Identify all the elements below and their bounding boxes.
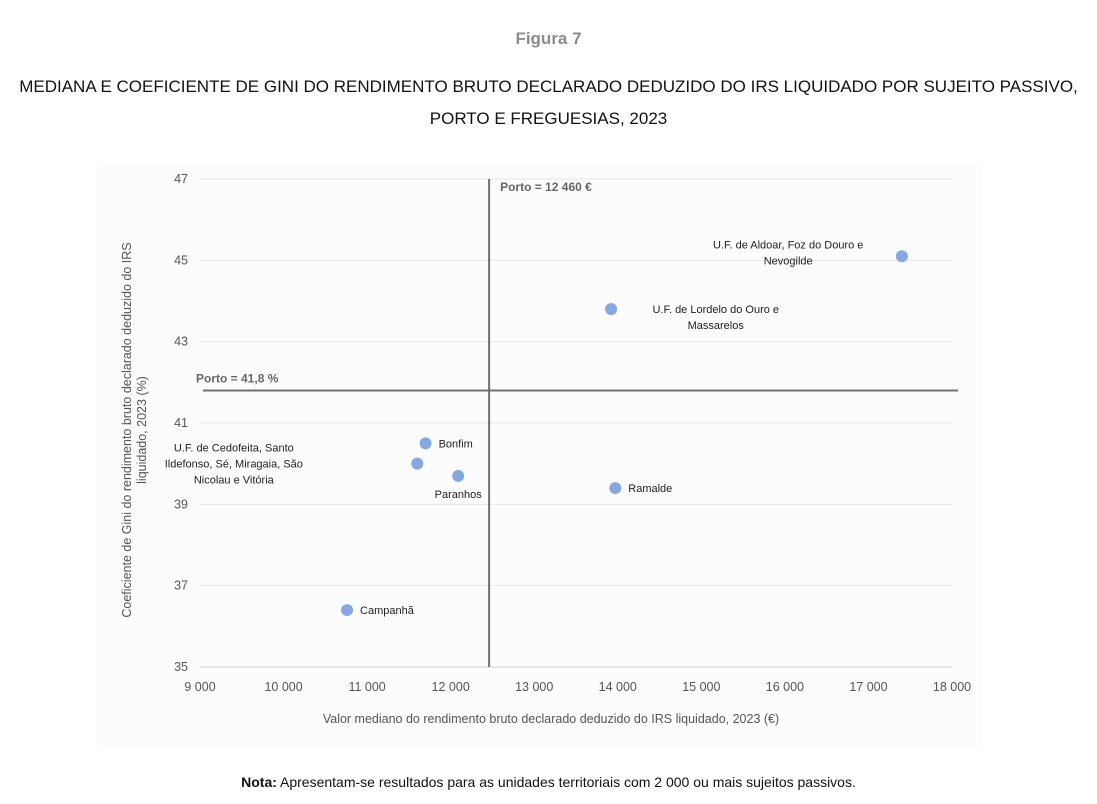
data-point-label-line: Campanhã bbox=[360, 605, 415, 617]
x-tick-label: 9 000 bbox=[184, 680, 215, 694]
data-point bbox=[609, 482, 622, 495]
data-point-label-line: U.F. de Aldoar, Foz do Douro e bbox=[713, 239, 863, 251]
chart-title-line-1: MEDIANA E COEFICIENTE DE GINI DO RENDIME… bbox=[19, 77, 1078, 96]
data-point-label-line: Ramalde bbox=[628, 483, 672, 495]
y-tick-label: 45 bbox=[174, 253, 188, 267]
x-tick-label: 16 000 bbox=[766, 680, 804, 694]
x-tick-label: 18 000 bbox=[933, 680, 971, 694]
figure-label: Figura 7 bbox=[515, 29, 582, 48]
data-point-label-line: Paranhos bbox=[435, 489, 483, 501]
reference-label-x: Porto = 12 460 € bbox=[500, 180, 592, 194]
reference-label-y: Porto = 41,8 % bbox=[196, 371, 279, 385]
y-tick-label: 39 bbox=[174, 497, 188, 511]
data-point-label-line: Nevogilde bbox=[764, 255, 813, 267]
x-tick-label: 10 000 bbox=[264, 680, 302, 694]
x-tick-label: 13 000 bbox=[515, 680, 553, 694]
chart-title: MEDIANA E COEFICIENTE DE GINI DO RENDIME… bbox=[0, 71, 1097, 135]
data-point bbox=[411, 457, 424, 470]
y-tick-label: 43 bbox=[174, 335, 188, 349]
data-point-label: U.F. de Lordelo do Ouro e Massarelos bbox=[652, 304, 779, 332]
data-point bbox=[895, 250, 908, 263]
y-tick-label: 37 bbox=[174, 579, 188, 593]
data-point bbox=[419, 437, 432, 450]
x-tick-label: 11 000 bbox=[348, 680, 385, 694]
data-point-label: Campanhã bbox=[360, 605, 415, 617]
y-axis-title-line: liquidado, 2023 (%) bbox=[135, 376, 149, 484]
data-point bbox=[605, 303, 618, 316]
data-point-label: Bonfim bbox=[439, 438, 473, 450]
data-point-label: U.F. de Cedofeita, Santo Ildefonso, Sé, M… bbox=[165, 443, 303, 487]
data-point-label-line: U.F. de Cedofeita, Santo bbox=[174, 443, 294, 455]
data-point-label-line: Nicolau e Vitória bbox=[194, 475, 275, 487]
y-tick-label: 35 bbox=[174, 660, 188, 674]
data-point bbox=[341, 604, 354, 617]
y-tick-label: 41 bbox=[174, 416, 188, 430]
data-point-label: Ramalde bbox=[628, 483, 672, 495]
data-point-label-line: Bonfim bbox=[439, 438, 473, 450]
data-point-label: U.F. de Aldoar, Foz do Douro e Nevogilde bbox=[713, 239, 863, 267]
data-point-label-line: Massarelos bbox=[688, 320, 745, 332]
x-axis-title: Valor mediano do rendimento bruto declar… bbox=[323, 712, 779, 726]
y-tick-label: 47 bbox=[174, 172, 188, 186]
x-tick-label: 17 000 bbox=[849, 680, 887, 694]
chart-area bbox=[97, 165, 982, 747]
chart-title-line-2: PORTO E FREGUESIAS, 2023 bbox=[429, 109, 668, 128]
data-point-label-line: Ildefonso, Sé, Miragaia, São bbox=[165, 459, 303, 471]
x-tick-label: 14 000 bbox=[599, 680, 637, 694]
data-point-label: Paranhos bbox=[435, 489, 483, 501]
y-axis-title-line: Coeficiente de Gini do rendimento bruto … bbox=[120, 242, 134, 617]
footnote-label: Nota: bbox=[241, 774, 277, 790]
y-axis-title: Coeficiente de Gini do rendimento bruto … bbox=[120, 242, 149, 617]
data-point bbox=[452, 469, 465, 482]
x-tick-label: 12 000 bbox=[432, 680, 470, 694]
footnote: Nota: Apresentam-se resultados para as u… bbox=[0, 774, 1097, 790]
x-tick-label: 15 000 bbox=[682, 680, 720, 694]
data-point-label-line: U.F. de Lordelo do Ouro e bbox=[652, 304, 779, 316]
footnote-text: Apresentam-se resultados para as unidade… bbox=[276, 774, 856, 790]
